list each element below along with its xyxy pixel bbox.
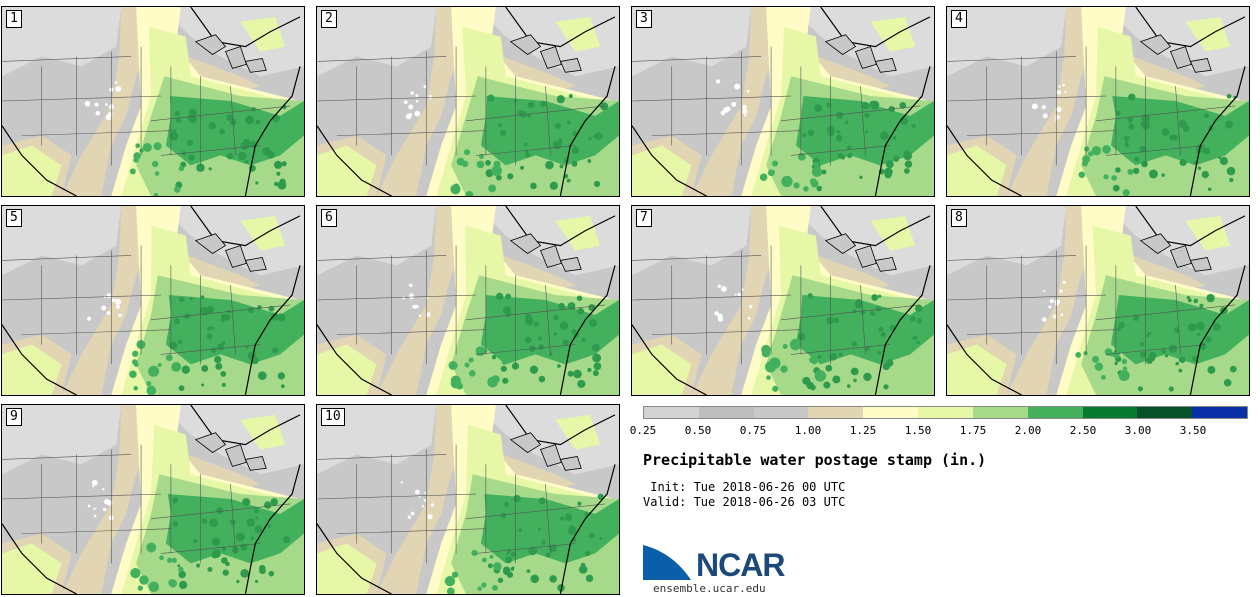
stamp-label: 9 bbox=[6, 408, 22, 426]
stamp-1: 1 bbox=[1, 6, 305, 197]
precipitable-water-map bbox=[2, 405, 304, 594]
colorbar-tick-label: 1.75 bbox=[959, 424, 987, 437]
colorbar-swatch bbox=[1192, 407, 1247, 418]
precipitable-water-map bbox=[2, 206, 304, 395]
precipitable-water-map bbox=[317, 405, 619, 594]
colorbar-tick-label: 0.25 bbox=[629, 424, 657, 437]
colorbar-tick-label: 1.00 bbox=[794, 424, 822, 437]
colorbar bbox=[643, 406, 1248, 419]
colorbar-swatch bbox=[698, 407, 754, 418]
ncar-logo-icon bbox=[643, 542, 695, 580]
stamp-label: 1 bbox=[6, 10, 22, 28]
precipitable-water-map bbox=[317, 7, 619, 196]
colorbar-swatch bbox=[972, 407, 1028, 418]
stamp-label: 6 bbox=[321, 209, 337, 227]
colorbar-tick-label: 1.25 bbox=[849, 424, 877, 437]
stamp-label: 2 bbox=[321, 10, 337, 28]
chart-title: Precipitable water postage stamp (in.) bbox=[643, 451, 987, 469]
site-url: ensemble.ucar.edu bbox=[653, 582, 766, 595]
precipitable-water-map bbox=[947, 7, 1249, 196]
stamp-2: 2 bbox=[316, 6, 620, 197]
colorbar-tick-label: 1.50 bbox=[904, 424, 932, 437]
colorbar-tick-label: 3.50 bbox=[1179, 424, 1207, 437]
precipitable-water-map bbox=[317, 206, 619, 395]
stamp-3: 3 bbox=[631, 6, 935, 197]
stamp-label: 10 bbox=[321, 408, 345, 426]
precipitable-water-map bbox=[632, 7, 934, 196]
colorbar-swatch bbox=[863, 407, 919, 418]
colorbar-swatch bbox=[1082, 407, 1138, 418]
precipitable-water-map bbox=[2, 7, 304, 196]
stamp-label: 5 bbox=[6, 209, 22, 227]
stamp-label: 8 bbox=[951, 209, 967, 227]
stamp-7: 7 bbox=[631, 205, 935, 396]
colorbar-swatch bbox=[753, 407, 809, 418]
colorbar-tick-label: 0.50 bbox=[684, 424, 712, 437]
colorbar-swatch bbox=[808, 407, 864, 418]
colorbar-tick-label: 2.00 bbox=[1014, 424, 1042, 437]
colorbar-tick-label: 2.50 bbox=[1069, 424, 1097, 437]
stamp-5: 5 bbox=[1, 205, 305, 396]
stamp-10: 10 bbox=[316, 404, 620, 595]
stamp-label: 7 bbox=[636, 209, 652, 227]
colorbar-swatch bbox=[644, 407, 699, 418]
stamp-6: 6 bbox=[316, 205, 620, 396]
logo-wordmark: NCAR bbox=[696, 547, 785, 583]
colorbar-swatch bbox=[1137, 407, 1193, 418]
stamp-label: 3 bbox=[636, 10, 652, 28]
stamp-9: 9 bbox=[1, 404, 305, 595]
colorbar-tick-label: 0.75 bbox=[739, 424, 767, 437]
stamp-label: 4 bbox=[951, 10, 967, 28]
colorbar-swatch bbox=[1027, 407, 1083, 418]
colorbar-swatch bbox=[918, 407, 973, 418]
init-time: Init: Tue 2018-06-26 00 UTC bbox=[643, 480, 846, 494]
valid-time: Valid: Tue 2018-06-26 03 UTC bbox=[643, 495, 846, 509]
stamp-8: 8 bbox=[946, 205, 1250, 396]
colorbar-tick-label: 3.00 bbox=[1124, 424, 1152, 437]
precipitable-water-map bbox=[947, 206, 1249, 395]
precipitable-water-map bbox=[632, 206, 934, 395]
stamp-4: 4 bbox=[946, 6, 1250, 197]
